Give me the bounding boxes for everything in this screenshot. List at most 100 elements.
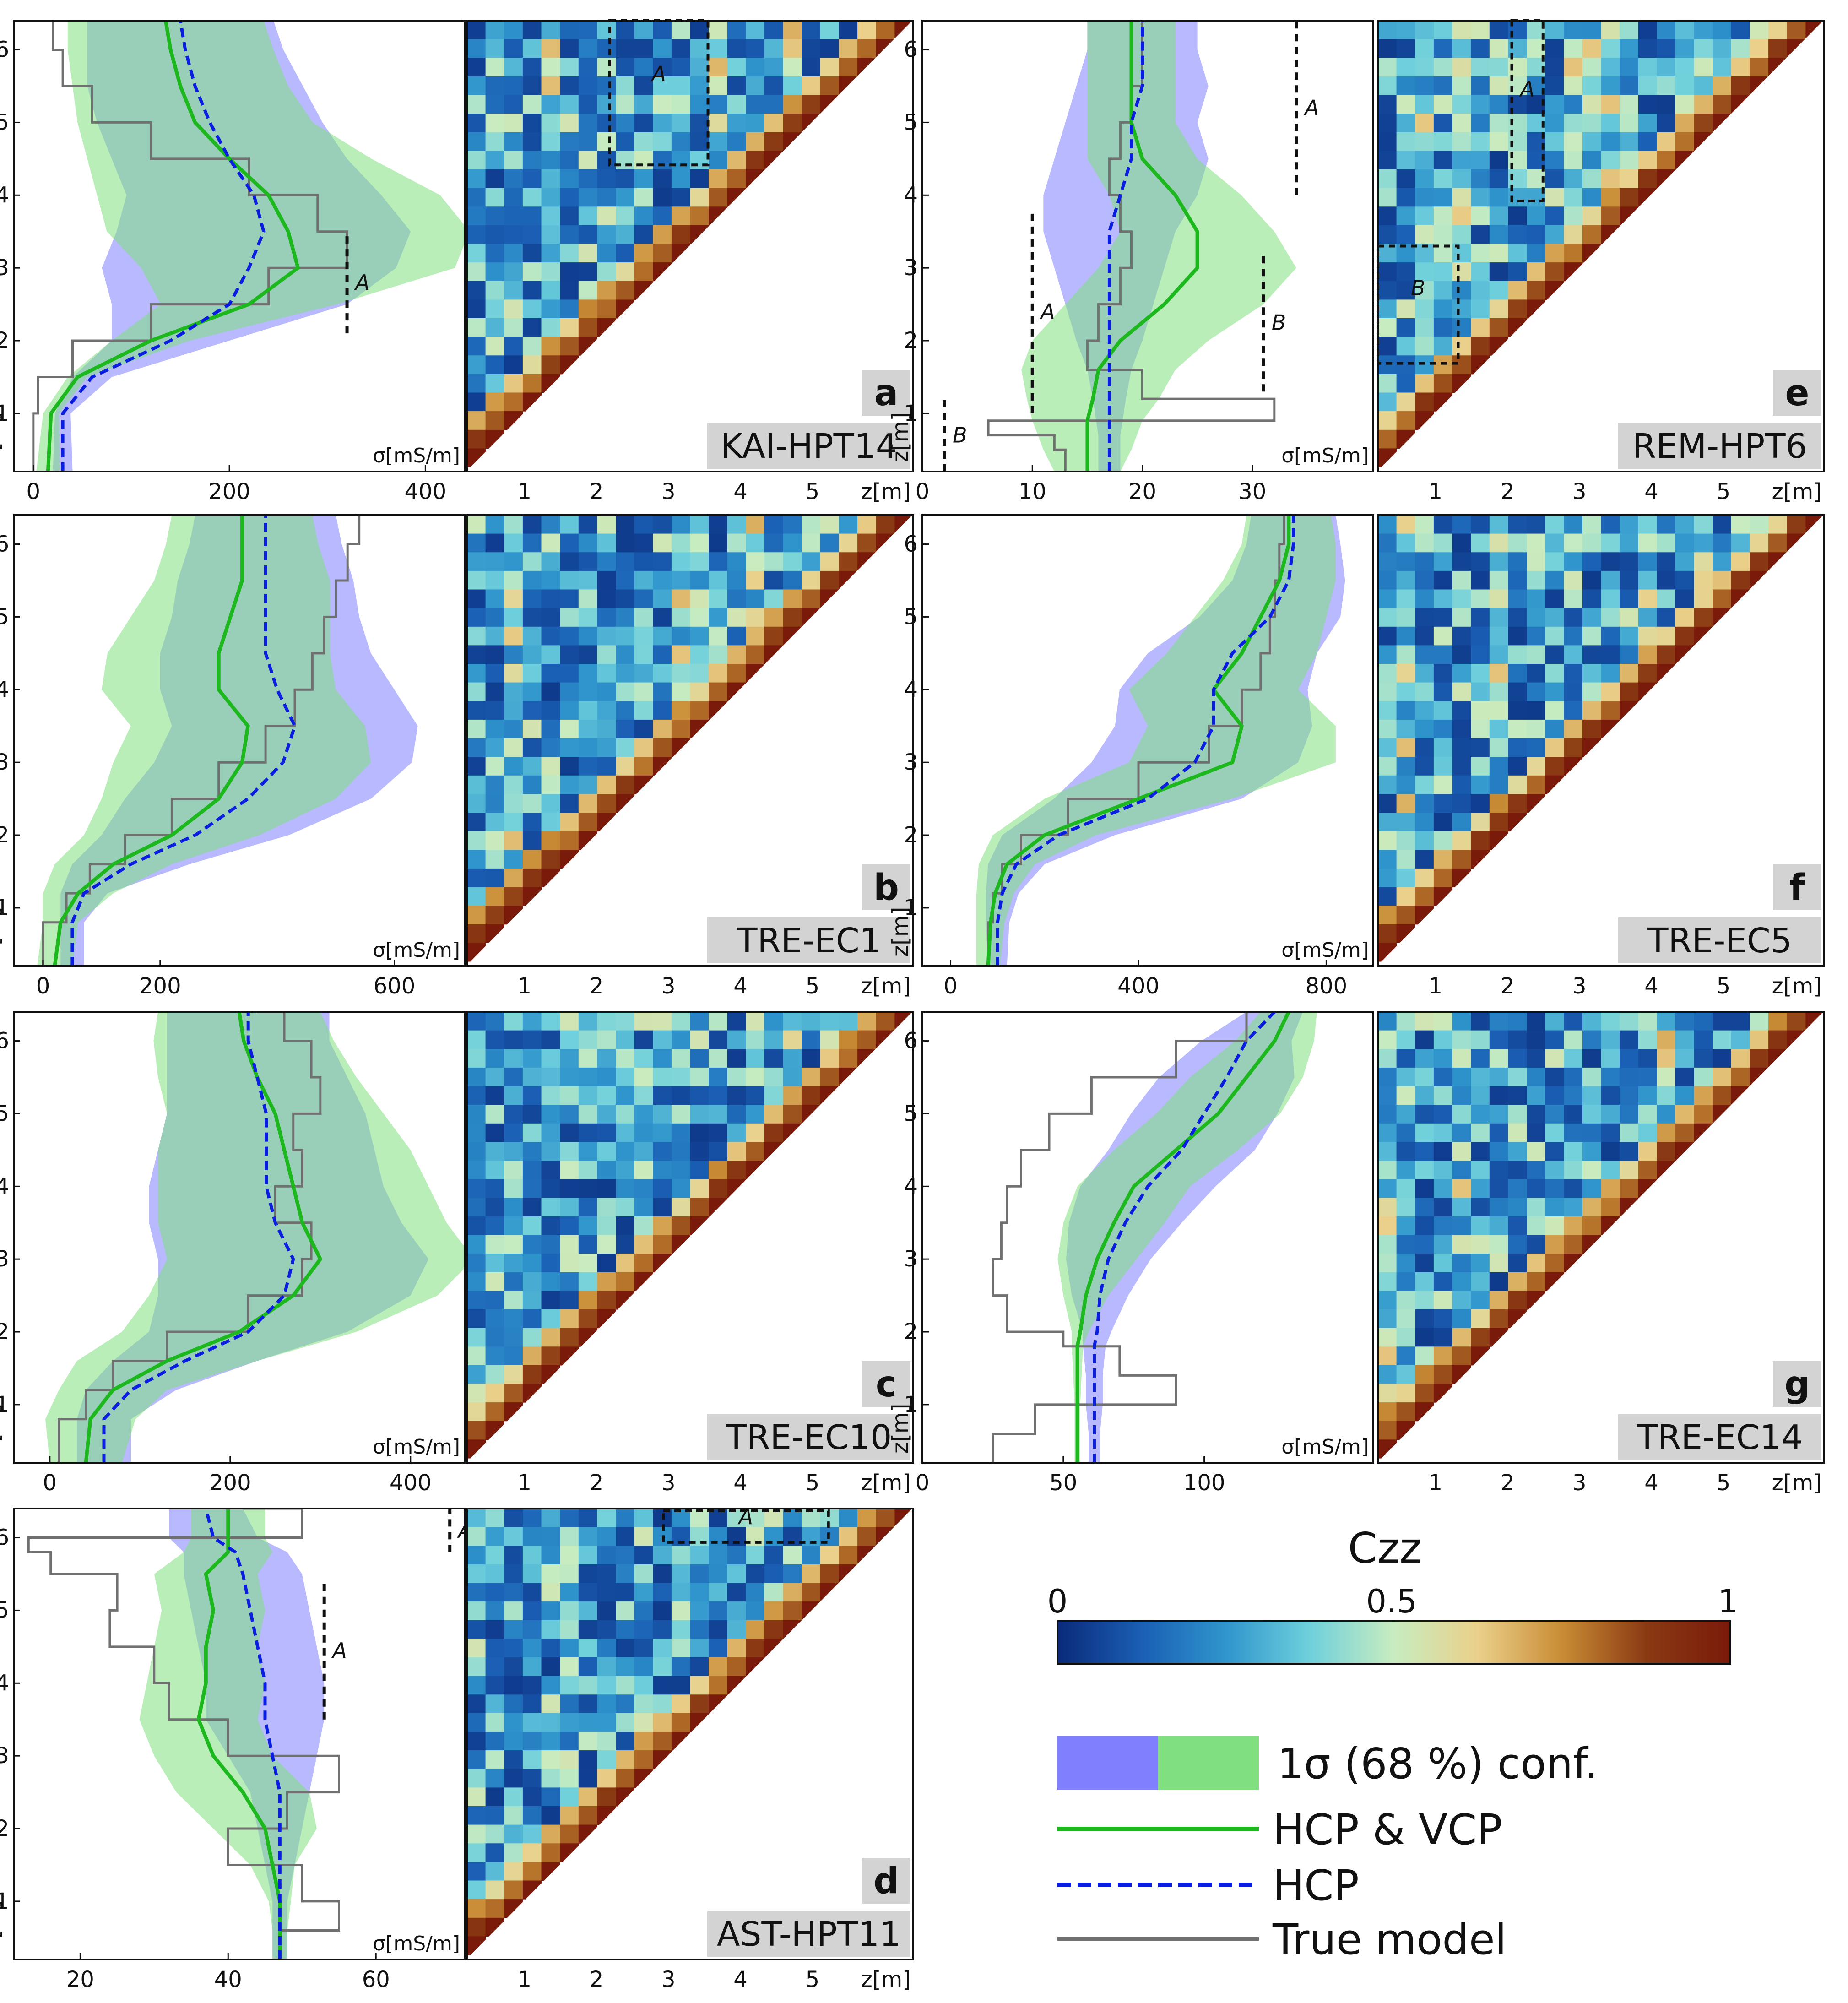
czz-cell (560, 1291, 579, 1310)
czz-cell (1471, 589, 1490, 608)
czz-cell (1433, 552, 1453, 571)
czz-cell (560, 1787, 579, 1807)
czz-cell (653, 169, 672, 189)
czz-cell (504, 757, 523, 776)
czz-cell (690, 132, 709, 151)
czz-cell (727, 1067, 746, 1087)
czz-cell (764, 1601, 784, 1621)
czz-cell (783, 589, 802, 608)
czz-cell (690, 1639, 709, 1658)
czz-cell (467, 169, 486, 189)
czz-cell (857, 39, 877, 58)
hcp-vcp-line (46, 21, 300, 472)
czz-cell (634, 95, 653, 114)
czz-cell (634, 1509, 653, 1528)
czz-cell (746, 1583, 765, 1602)
czz-cell (522, 1639, 542, 1658)
czz-cell (727, 39, 746, 58)
czz-cell (1657, 114, 1676, 133)
czz-cell (1378, 626, 1397, 646)
czz-cell (1675, 132, 1695, 151)
czz-cell (671, 58, 691, 77)
czz-cell (1452, 1216, 1471, 1236)
czz-cell (504, 1105, 523, 1124)
czz-cell (504, 1509, 523, 1528)
czz-cell (1433, 645, 1453, 664)
czz-cell (671, 1216, 691, 1236)
czz-cell (1396, 1328, 1415, 1347)
czz-cell (1415, 645, 1434, 664)
profile-frame (921, 1011, 1374, 1464)
czz-cell (560, 1694, 579, 1714)
czz-cell (467, 1421, 486, 1440)
czz-cell (690, 1564, 709, 1584)
czz-cell (1433, 114, 1453, 133)
czz-cell (783, 21, 802, 40)
true-model-line (987, 21, 1276, 472)
czz-cell (1564, 225, 1583, 244)
czz-cell (560, 1824, 579, 1844)
czz-cell (467, 1824, 486, 1844)
czz-cell (1378, 355, 1397, 375)
czz-cell (1452, 589, 1471, 608)
czz-cell (1378, 924, 1397, 943)
czz-cell (690, 626, 709, 646)
czz-cell (1545, 533, 1564, 553)
czz-cell (1582, 626, 1602, 646)
czz-cell (504, 1769, 523, 1788)
czz-cell (1378, 1384, 1397, 1403)
czz-cell (1433, 1346, 1453, 1366)
czz-cell (709, 1639, 728, 1658)
czz-cell (727, 132, 746, 151)
y-axis-label: z[m] (888, 907, 913, 957)
czz-cell (467, 1639, 486, 1658)
czz-cell (764, 515, 784, 534)
czz-cell (522, 868, 542, 888)
czz-cell (1378, 58, 1397, 77)
czz-cell (522, 1806, 542, 1825)
czz-cell (467, 1049, 486, 1068)
czz-cell (1378, 151, 1397, 170)
czz-cell (1378, 169, 1397, 189)
czz-cell (1396, 589, 1415, 608)
czz-cell (1433, 206, 1453, 226)
true-model-line (32, 21, 348, 472)
czz-cell (1508, 1142, 1527, 1161)
czz-cell (671, 1601, 691, 1621)
czz-frame (1377, 514, 1825, 967)
czz-cell (1675, 114, 1695, 133)
czz-cell (1545, 1216, 1564, 1236)
czz-cell (1545, 1198, 1564, 1217)
czz-cell (1396, 1123, 1415, 1142)
czz-cell (727, 1086, 746, 1105)
czz-cell (839, 552, 858, 571)
czz-cell (783, 552, 802, 571)
x-tick-label: 0 (943, 973, 958, 999)
site-label-box (707, 917, 910, 963)
czz-cell (783, 1601, 802, 1621)
czz-cell (1731, 58, 1750, 77)
legend-true-model-label: True model (1272, 1915, 1507, 1964)
czz-cell (467, 719, 486, 739)
czz-cell (578, 719, 597, 739)
czz-cell (1452, 151, 1471, 170)
czz-cell (1527, 262, 1546, 282)
czz-cell (504, 188, 523, 207)
czz-cell (1433, 374, 1453, 393)
czz-cell (1415, 1179, 1434, 1198)
czz-cell (1471, 188, 1490, 207)
x-tick-label: 400 (390, 1470, 432, 1496)
czz-cell (485, 813, 504, 832)
czz-cell (1415, 1384, 1434, 1403)
czz-cell (1396, 1105, 1415, 1124)
czz-cell (616, 1254, 635, 1273)
hcp-vcp-confidence-band (45, 1012, 465, 1463)
czz-cell (485, 1732, 504, 1751)
czz-cell (1787, 1012, 1806, 1031)
czz-cell (1675, 1086, 1695, 1105)
czz-cell (504, 1527, 523, 1546)
czz-cell (1638, 39, 1657, 58)
x-tick-label: 20 (1128, 479, 1156, 505)
